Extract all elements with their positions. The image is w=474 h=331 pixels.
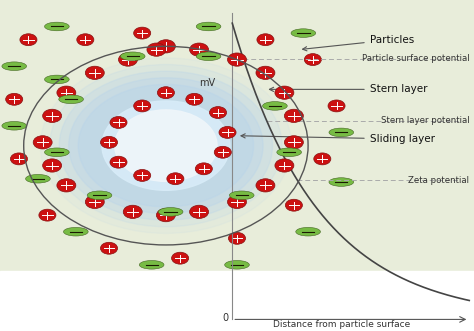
Circle shape bbox=[10, 153, 27, 165]
Ellipse shape bbox=[329, 128, 354, 137]
Circle shape bbox=[57, 86, 76, 99]
Circle shape bbox=[210, 107, 227, 118]
Ellipse shape bbox=[291, 29, 316, 37]
Text: mV: mV bbox=[200, 78, 216, 88]
Ellipse shape bbox=[59, 95, 83, 104]
Ellipse shape bbox=[196, 52, 221, 61]
Text: Particles: Particles bbox=[302, 35, 414, 51]
Circle shape bbox=[256, 66, 275, 79]
Ellipse shape bbox=[45, 75, 69, 84]
Circle shape bbox=[285, 199, 302, 211]
Text: Distance from particle surface: Distance from particle surface bbox=[273, 320, 410, 329]
Text: Zeta potential: Zeta potential bbox=[408, 176, 469, 185]
Circle shape bbox=[156, 209, 175, 222]
Circle shape bbox=[228, 53, 246, 66]
Circle shape bbox=[284, 136, 303, 149]
Circle shape bbox=[190, 205, 209, 218]
Circle shape bbox=[134, 169, 151, 181]
Circle shape bbox=[186, 93, 203, 105]
Text: Stern layer potential: Stern layer potential bbox=[381, 117, 469, 125]
Circle shape bbox=[6, 93, 23, 105]
Circle shape bbox=[57, 179, 76, 192]
Circle shape bbox=[33, 136, 52, 149]
Ellipse shape bbox=[2, 62, 27, 71]
Circle shape bbox=[39, 209, 56, 221]
Circle shape bbox=[100, 136, 118, 148]
Ellipse shape bbox=[263, 102, 287, 110]
Circle shape bbox=[115, 110, 217, 181]
Circle shape bbox=[110, 156, 127, 168]
Ellipse shape bbox=[296, 227, 320, 236]
Circle shape bbox=[156, 40, 175, 53]
Circle shape bbox=[69, 78, 263, 213]
Text: Stern layer: Stern layer bbox=[269, 84, 427, 94]
Bar bbox=[0, 271, 474, 331]
Ellipse shape bbox=[2, 121, 27, 130]
Ellipse shape bbox=[120, 52, 145, 61]
Circle shape bbox=[147, 43, 166, 56]
Circle shape bbox=[123, 205, 142, 218]
Circle shape bbox=[134, 100, 151, 112]
Circle shape bbox=[100, 242, 118, 254]
Ellipse shape bbox=[158, 208, 183, 216]
Ellipse shape bbox=[225, 260, 249, 269]
Circle shape bbox=[228, 232, 246, 244]
Bar bbox=[0, 0, 474, 271]
Circle shape bbox=[77, 34, 94, 46]
Circle shape bbox=[43, 159, 62, 172]
Circle shape bbox=[275, 86, 294, 99]
Bar bbox=[232, 17, 474, 331]
Ellipse shape bbox=[277, 148, 301, 157]
Circle shape bbox=[40, 58, 292, 233]
Circle shape bbox=[257, 34, 274, 46]
Circle shape bbox=[102, 101, 230, 190]
Circle shape bbox=[314, 153, 331, 165]
Circle shape bbox=[228, 195, 246, 209]
Ellipse shape bbox=[329, 178, 354, 186]
Circle shape bbox=[167, 173, 184, 185]
Circle shape bbox=[172, 252, 189, 264]
Circle shape bbox=[304, 54, 321, 66]
Circle shape bbox=[328, 100, 345, 112]
Circle shape bbox=[190, 43, 209, 56]
Circle shape bbox=[134, 27, 151, 39]
Circle shape bbox=[110, 117, 127, 128]
Ellipse shape bbox=[45, 148, 69, 157]
Circle shape bbox=[59, 71, 273, 220]
Ellipse shape bbox=[87, 191, 112, 200]
Circle shape bbox=[256, 179, 275, 192]
Ellipse shape bbox=[64, 227, 88, 236]
Ellipse shape bbox=[139, 260, 164, 269]
Circle shape bbox=[118, 53, 137, 66]
Circle shape bbox=[85, 195, 104, 209]
Circle shape bbox=[284, 109, 303, 122]
Ellipse shape bbox=[45, 22, 69, 31]
Circle shape bbox=[78, 84, 254, 207]
Circle shape bbox=[157, 87, 174, 99]
Circle shape bbox=[275, 159, 294, 172]
Circle shape bbox=[43, 109, 62, 122]
Circle shape bbox=[219, 126, 236, 138]
Circle shape bbox=[20, 34, 37, 46]
Text: Particle surface potential: Particle surface potential bbox=[362, 54, 469, 63]
Ellipse shape bbox=[26, 174, 50, 183]
Circle shape bbox=[50, 65, 282, 227]
Circle shape bbox=[195, 163, 212, 175]
Text: 0: 0 bbox=[222, 313, 228, 323]
Text: Sliding layer: Sliding layer bbox=[241, 134, 435, 144]
Ellipse shape bbox=[196, 22, 221, 31]
Circle shape bbox=[214, 146, 231, 158]
Circle shape bbox=[85, 66, 104, 79]
Ellipse shape bbox=[229, 191, 254, 200]
